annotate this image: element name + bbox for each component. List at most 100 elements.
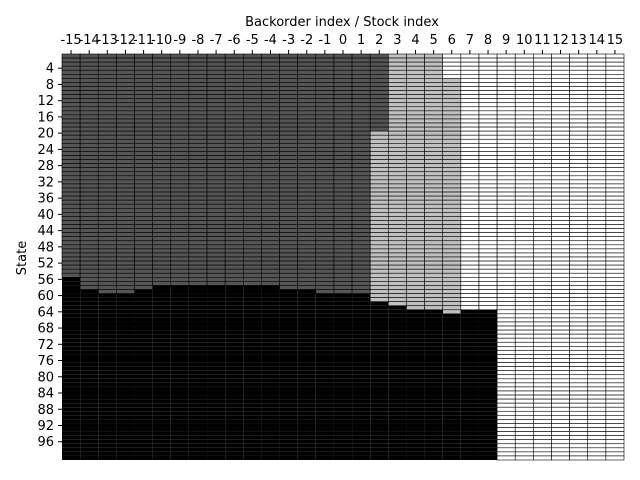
heatmap-cell [442, 195, 462, 201]
heatmap-cell [370, 321, 389, 327]
heatmap-cell [569, 122, 589, 128]
heatmap-cell [587, 268, 607, 274]
heatmap-cell [62, 431, 81, 436]
heatmap-cell [587, 370, 607, 376]
heatmap-cell [551, 82, 570, 87]
heatmap-cell [79, 195, 99, 201]
heatmap-cell [62, 366, 81, 371]
heatmap-cell [243, 374, 262, 379]
heatmap-cell [388, 374, 407, 379]
heatmap-cell [424, 350, 443, 355]
heatmap-cell [315, 439, 334, 444]
heatmap-cell [460, 203, 480, 209]
heatmap-cell [188, 338, 208, 343]
heatmap-cell [242, 57, 262, 63]
heatmap-cell [496, 244, 516, 250]
x-tick-label: -14 [79, 33, 100, 48]
heatmap-cell [587, 228, 607, 233]
heatmap-cell [605, 240, 625, 246]
heatmap-cell [424, 179, 444, 185]
heatmap-cell [478, 431, 498, 436]
heatmap-cell [207, 366, 226, 371]
heatmap-cell [551, 333, 570, 339]
heatmap-cell [79, 151, 99, 156]
heatmap-cell [478, 366, 498, 371]
heatmap-cell [460, 187, 480, 193]
heatmap-cell [533, 199, 552, 205]
heatmap-cell [134, 390, 153, 396]
heatmap-cell [569, 61, 589, 67]
heatmap-cell [369, 183, 389, 189]
heatmap-cell [315, 330, 334, 335]
heatmap-cell [460, 65, 480, 71]
heatmap-cell [279, 370, 298, 375]
heatmap-cell [315, 159, 335, 164]
heatmap-cell [98, 338, 117, 343]
heatmap-cell [442, 65, 462, 71]
heatmap-cell [533, 69, 552, 75]
heatmap-cell [134, 53, 153, 59]
heatmap-cell [80, 334, 99, 339]
heatmap-cell [551, 410, 570, 416]
heatmap-cell [369, 232, 389, 237]
heatmap-cell [460, 338, 479, 343]
heatmap-cell [369, 102, 389, 108]
heatmap-cell [225, 443, 244, 448]
heatmap-cell [496, 305, 516, 311]
heatmap-cell [134, 244, 153, 250]
heatmap-cell [315, 447, 334, 452]
heatmap-cell [98, 443, 117, 448]
heatmap-cell [315, 285, 335, 290]
heatmap-cell [406, 175, 425, 181]
heatmap-cell [297, 276, 317, 282]
heatmap-cell [370, 447, 389, 452]
heatmap-cell [170, 386, 189, 391]
heatmap-cell [98, 297, 117, 302]
heatmap-cell [170, 61, 190, 67]
heatmap-cell [61, 82, 81, 87]
heatmap-cell [569, 236, 589, 242]
heatmap-cell [80, 455, 99, 460]
heatmap-cell [297, 415, 316, 420]
heatmap-cell [424, 411, 443, 416]
heatmap-cell [442, 411, 461, 416]
heatmap-cell [97, 118, 117, 124]
heatmap-cell [514, 171, 534, 177]
heatmap-cell [352, 305, 371, 310]
heatmap-cell [297, 366, 316, 371]
heatmap-cell [533, 350, 552, 355]
heatmap-cell [569, 203, 589, 209]
heatmap-cell [442, 163, 462, 168]
heatmap-cell [116, 82, 135, 87]
heatmap-cell [533, 195, 552, 201]
heatmap-cell [424, 224, 444, 229]
heatmap-cell [170, 138, 190, 144]
heatmap-cell [261, 199, 280, 205]
heatmap-cell [97, 199, 117, 205]
heatmap-cell [551, 216, 570, 221]
heatmap-cell [170, 179, 190, 185]
heatmap-cell [261, 195, 280, 201]
heatmap-cell [569, 313, 589, 319]
heatmap-cell [297, 147, 317, 152]
heatmap-cell [514, 195, 534, 201]
heatmap-cell [279, 326, 298, 331]
heatmap-cell [569, 354, 589, 359]
heatmap-cell [533, 272, 552, 278]
heatmap-cell [460, 451, 479, 456]
heatmap-cell [460, 106, 480, 112]
heatmap-cell [406, 110, 425, 116]
heatmap-cell [116, 147, 135, 152]
heatmap-cell [170, 350, 189, 355]
heatmap-cell [587, 402, 607, 408]
heatmap-cell [170, 411, 189, 416]
heatmap-cell [297, 183, 317, 189]
heatmap-cell [551, 419, 570, 424]
heatmap-cell [460, 268, 480, 274]
heatmap-cell [225, 447, 244, 452]
heatmap-cell [587, 122, 607, 128]
heatmap-cell [134, 334, 153, 339]
heatmap-cell [406, 370, 425, 375]
heatmap-cell [406, 90, 425, 95]
heatmap-cell [351, 232, 371, 237]
